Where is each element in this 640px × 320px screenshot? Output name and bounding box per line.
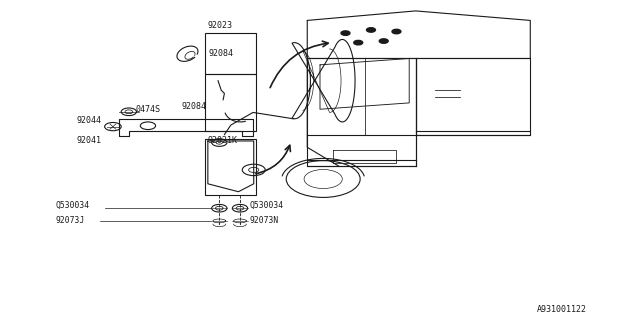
Text: 92073N: 92073N <box>250 216 279 225</box>
Bar <box>205 74 256 132</box>
Circle shape <box>341 31 350 35</box>
Circle shape <box>380 39 388 43</box>
Text: 92041: 92041 <box>77 136 102 146</box>
Text: 92084: 92084 <box>181 101 206 111</box>
Text: 92021K: 92021K <box>207 136 237 146</box>
Text: 92044: 92044 <box>77 116 102 125</box>
Text: A931001122: A931001122 <box>537 305 587 314</box>
Circle shape <box>354 40 363 45</box>
Text: Q530034: Q530034 <box>250 201 284 210</box>
Text: Q530034: Q530034 <box>56 201 90 210</box>
Text: 92073J: 92073J <box>56 216 85 225</box>
Bar <box>205 33 256 74</box>
Circle shape <box>367 28 376 32</box>
Text: 92023: 92023 <box>207 21 232 30</box>
Bar <box>205 140 256 195</box>
Circle shape <box>392 29 401 34</box>
Text: 92084: 92084 <box>209 49 234 58</box>
Text: 0474S: 0474S <box>135 105 160 114</box>
